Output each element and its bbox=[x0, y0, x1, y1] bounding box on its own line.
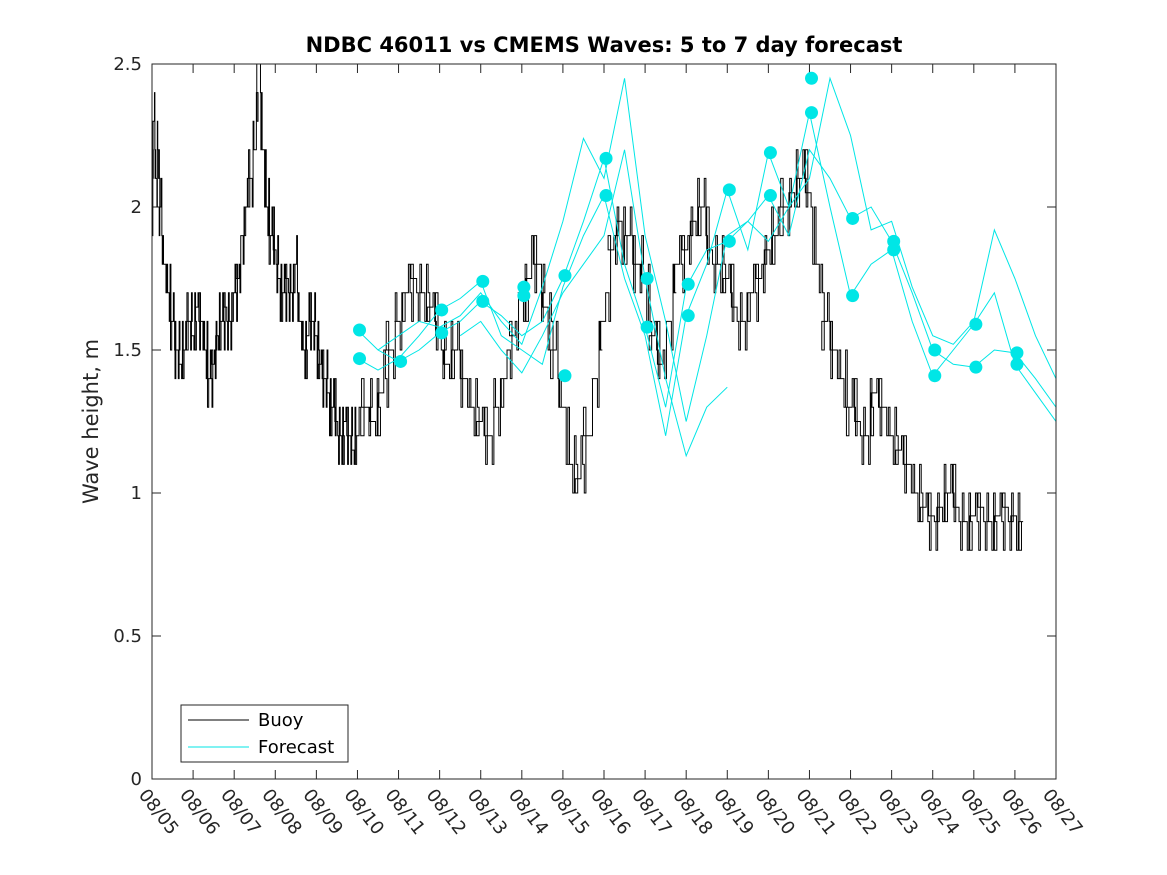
forecast-marker bbox=[763, 146, 777, 160]
forecast-marker bbox=[435, 326, 449, 340]
legend-label-forecast: Forecast bbox=[258, 737, 334, 758]
forecast-marker bbox=[517, 289, 531, 303]
forecast-marker bbox=[722, 234, 736, 248]
forecast-marker bbox=[846, 289, 860, 303]
forecast-marker bbox=[763, 189, 777, 203]
y-tick-label: 1 bbox=[131, 483, 142, 504]
y-tick-label: 2.5 bbox=[113, 54, 142, 75]
forecast-marker bbox=[599, 151, 613, 165]
forecast-series-line bbox=[357, 112, 1056, 436]
y-tick-label: 0 bbox=[131, 769, 142, 790]
forecast-marker bbox=[846, 211, 860, 225]
forecast-marker bbox=[640, 272, 654, 285]
forecast-marker bbox=[887, 243, 901, 257]
forecast-marker bbox=[805, 71, 819, 85]
forecast-marker bbox=[640, 320, 654, 334]
y-tick-label: 1.5 bbox=[113, 340, 142, 361]
legend-box bbox=[180, 704, 349, 763]
y-axis-label: Wave height, m bbox=[79, 339, 103, 504]
forecast-marker bbox=[1010, 346, 1024, 360]
forecast-marker bbox=[476, 294, 490, 308]
forecast-marker bbox=[928, 369, 942, 383]
forecast-marker bbox=[1010, 357, 1024, 371]
y-tick-labels: 0 0.5 1 1.5 2 2.5 bbox=[113, 54, 142, 790]
forecast-markers bbox=[353, 71, 1024, 383]
forecast-marker bbox=[681, 277, 695, 291]
forecast-marker bbox=[969, 317, 983, 331]
forecast-marker bbox=[476, 274, 490, 288]
axes-box bbox=[151, 63, 1057, 780]
forecast-marker bbox=[969, 360, 983, 374]
series-group bbox=[152, 64, 1056, 551]
forecast-marker bbox=[394, 354, 408, 368]
forecast-marker bbox=[353, 323, 367, 337]
legend-label-buoy: Buoy bbox=[258, 710, 304, 731]
forecast-marker bbox=[558, 269, 572, 283]
forecast-series-line bbox=[377, 76, 1056, 422]
forecast-marker bbox=[353, 352, 367, 366]
y-tick-label: 0.5 bbox=[113, 626, 142, 647]
forecast-marker bbox=[558, 369, 572, 383]
forecast-marker bbox=[805, 106, 819, 120]
forecast-marker bbox=[435, 303, 449, 317]
forecast-series-line bbox=[459, 149, 728, 458]
forecast-series-line bbox=[357, 148, 1056, 408]
chart-title: NDBC 46011 vs CMEMS Waves: 5 to 7 day fo… bbox=[306, 33, 903, 57]
legend: Buoy Forecast bbox=[180, 704, 349, 763]
y-tick-label: 2 bbox=[131, 197, 142, 218]
forecast-marker bbox=[599, 189, 613, 203]
forecast-marker bbox=[681, 309, 695, 323]
forecast-marker bbox=[928, 343, 942, 357]
buoy-series-line bbox=[152, 64, 1024, 551]
forecast-marker bbox=[722, 183, 736, 197]
